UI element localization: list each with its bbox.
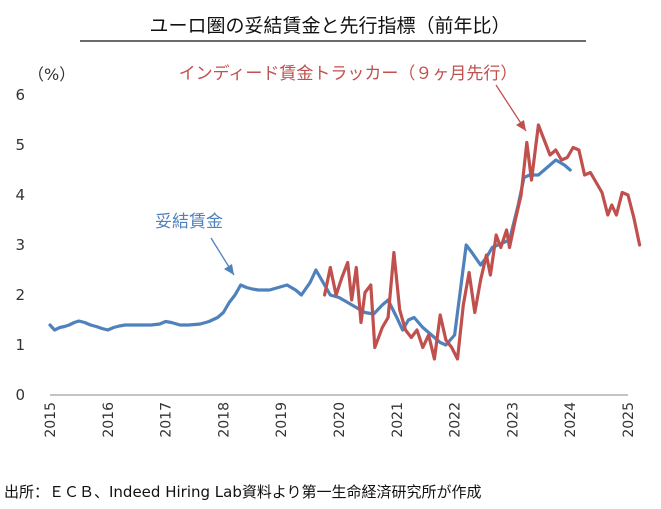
legend-label-wages: 妥結賃金 — [155, 212, 223, 232]
legend-arrowhead-indeed — [516, 120, 526, 131]
legend-arrowhead-wages — [224, 264, 234, 275]
y-tick-label: 5 — [15, 136, 25, 154]
y-tick-labels: 0 1 2 3 4 5 6 — [15, 86, 25, 404]
y-tick-label: 1 — [15, 336, 25, 354]
x-tick-label: 2020 — [332, 402, 348, 438]
x-tick-label: 2024 — [563, 402, 579, 438]
x-tick-label: 2021 — [390, 402, 406, 438]
x-tick-label: 2025 — [621, 402, 637, 438]
x-tick-label: 2022 — [448, 402, 464, 438]
y-axis-unit: （%） — [28, 65, 75, 84]
y-tick-label: 6 — [15, 86, 25, 104]
x-tick-label: 2019 — [274, 402, 290, 438]
x-tick-label: 2016 — [101, 402, 117, 438]
y-tick-label: 3 — [15, 236, 25, 254]
x-tick-label: 2018 — [216, 402, 232, 438]
y-tick-label: 0 — [15, 386, 25, 404]
y-tick-label: 2 — [15, 286, 25, 304]
x-tick-label: 2017 — [159, 402, 175, 438]
source-note: 出所：ＥＣＢ、Indeed Hiring Lab資料より第一生命経済研究所が作成 — [4, 483, 482, 501]
x-tick-label: 2015 — [43, 402, 59, 438]
series-layer — [48, 123, 642, 361]
x-tick-label: 2023 — [505, 402, 521, 438]
y-tick-label: 4 — [15, 186, 25, 204]
x-tick-labels: 2015 2016 2017 2018 2019 2020 2021 2022 2023 2024… — [43, 402, 637, 438]
series-line-indeed-tracker — [323, 123, 642, 361]
legend-label-indeed: インディード賃金トラッカー（９ヶ月先行） — [179, 63, 518, 84]
chart-title: ユーロ圏の妥結賃金と先行指標（前年比） — [149, 15, 510, 37]
